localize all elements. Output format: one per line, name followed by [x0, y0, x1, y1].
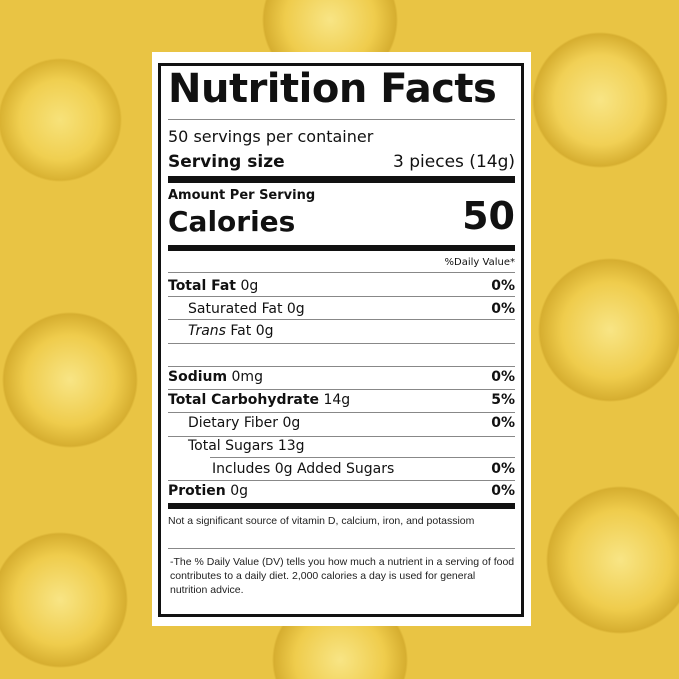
- row-divider: [168, 319, 515, 320]
- nutrient-row: Dietary Fiber 0g 0%: [168, 415, 515, 431]
- nutrient-amount: 0g: [282, 301, 305, 317]
- nutrient-name: Protien: [168, 483, 226, 499]
- row-divider: [168, 366, 515, 367]
- nutrient-daily-value: 0%: [491, 415, 515, 431]
- nutrient-amount: 14g: [319, 392, 351, 408]
- row-divider: [168, 436, 515, 437]
- nutrient-daily-value: 0%: [491, 461, 515, 477]
- nutrient-amount: 0g: [225, 483, 248, 499]
- footnote-nutrients: Not a significant source of vitamin D, c…: [168, 515, 475, 527]
- label-border: [158, 63, 524, 617]
- nutrient-name: Trans: [188, 323, 226, 339]
- nutrient-row: Total Carbohydrate 14g 5%: [168, 392, 515, 408]
- nutrient-name: Total Sugars: [188, 438, 274, 454]
- row-divider: [168, 343, 515, 344]
- row-divider: [168, 296, 515, 297]
- servings-per-container: 50 servings per container: [168, 127, 374, 146]
- nutrient-amount: Fat 0g: [225, 323, 274, 339]
- nutrient-row: Saturated Fat 0g 0%: [168, 301, 515, 317]
- nutrient-daily-value: 0%: [491, 483, 515, 499]
- amount-per-serving: Amount Per Serving: [168, 188, 316, 203]
- row-divider: [168, 272, 515, 273]
- nutrient-daily-value: 0%: [491, 301, 515, 317]
- nutrient-name: Sodium: [168, 369, 228, 385]
- nutrient-amount: 0g: [236, 278, 259, 294]
- row-divider: [210, 457, 515, 458]
- nutrient-amount: 13g: [273, 438, 305, 454]
- row-divider: [168, 389, 515, 390]
- nutrient-row: Total Sugars 13g: [168, 438, 515, 454]
- nutrient-row: Includes 0g Added Sugars 0%: [168, 461, 515, 477]
- nutrient-name: Total Fat: [168, 278, 237, 294]
- nutrient-daily-value: 0%: [491, 369, 515, 385]
- nutrient-row: Total Fat 0g 0%: [168, 278, 515, 294]
- nutrient-amount: 0mg: [227, 369, 263, 385]
- nutrition-facts-label: Nutrition Facts 50 servings per containe…: [152, 52, 531, 626]
- nutrient-row: Trans Fat 0g: [168, 323, 515, 339]
- calories-value: 50: [462, 194, 515, 238]
- nutrient-row: Sodium 0mg 0%: [168, 369, 515, 385]
- serving-size-label: Serving size: [168, 152, 285, 172]
- nutrient-daily-value: 0%: [491, 278, 515, 294]
- serving-size-value: 3 pieces (14g): [393, 152, 515, 172]
- nutrient-name: Saturated Fat: [188, 301, 283, 317]
- nutrient-daily-value: 5%: [491, 392, 515, 408]
- nutrient-name: Total Carbohydrate: [168, 392, 320, 408]
- row-divider: [168, 412, 515, 413]
- calories-label: Calories: [168, 205, 296, 238]
- nutrient-name: Includes 0g Added Sugars: [212, 461, 395, 477]
- nutrient-row: Protien 0g 0%: [168, 483, 515, 499]
- nutrient-amount: 0g: [278, 415, 301, 431]
- footnote-daily-value: -The % Daily Value (DV) tells you how mu…: [170, 556, 515, 596]
- label-title: Nutrition Facts: [168, 66, 497, 112]
- daily-value-header: %Daily Value*: [444, 257, 515, 268]
- nutrient-name: Dietary Fiber: [188, 415, 279, 431]
- row-divider: [168, 480, 515, 481]
